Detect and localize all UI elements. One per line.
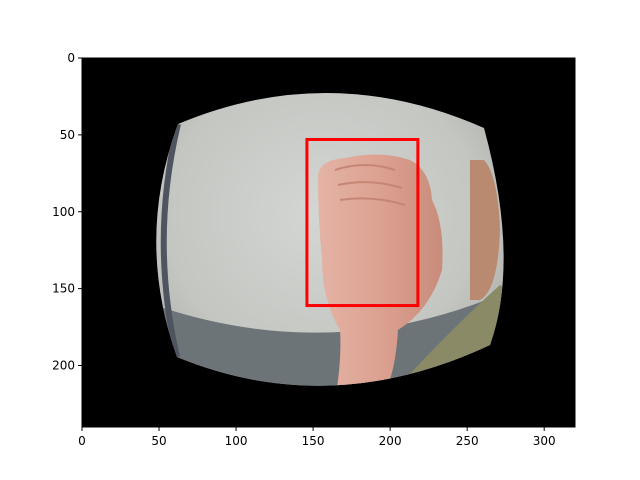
- x-tick-label: 0: [78, 434, 86, 448]
- x-tick-label: 150: [302, 434, 325, 448]
- person-shirt: [380, 285, 504, 386]
- y-axis: 0 50 100 150 200: [52, 51, 82, 373]
- y-tick-label: 100: [52, 205, 75, 219]
- hand: [318, 154, 443, 386]
- y-tick-label: 0: [67, 51, 75, 65]
- axes-frame: [81, 57, 576, 428]
- y-tick-label: 200: [52, 359, 75, 373]
- floor-strip: [156, 290, 504, 386]
- x-tick-label: 100: [225, 434, 248, 448]
- x-tick-label: 300: [533, 434, 556, 448]
- y-tick-label: 150: [52, 282, 75, 296]
- x-tick-label: 250: [456, 434, 479, 448]
- person-head: [470, 160, 500, 300]
- photo-image: [82, 58, 575, 427]
- door-edge: [160, 123, 181, 358]
- x-axis: 0 50 100 150 200 250 300: [78, 427, 556, 448]
- y-tick-label: 50: [60, 128, 75, 142]
- finger-lines: [334, 164, 406, 206]
- x-tick-label: 50: [151, 434, 166, 448]
- bounding-box: [305, 137, 420, 308]
- x-tick-label: 200: [379, 434, 402, 448]
